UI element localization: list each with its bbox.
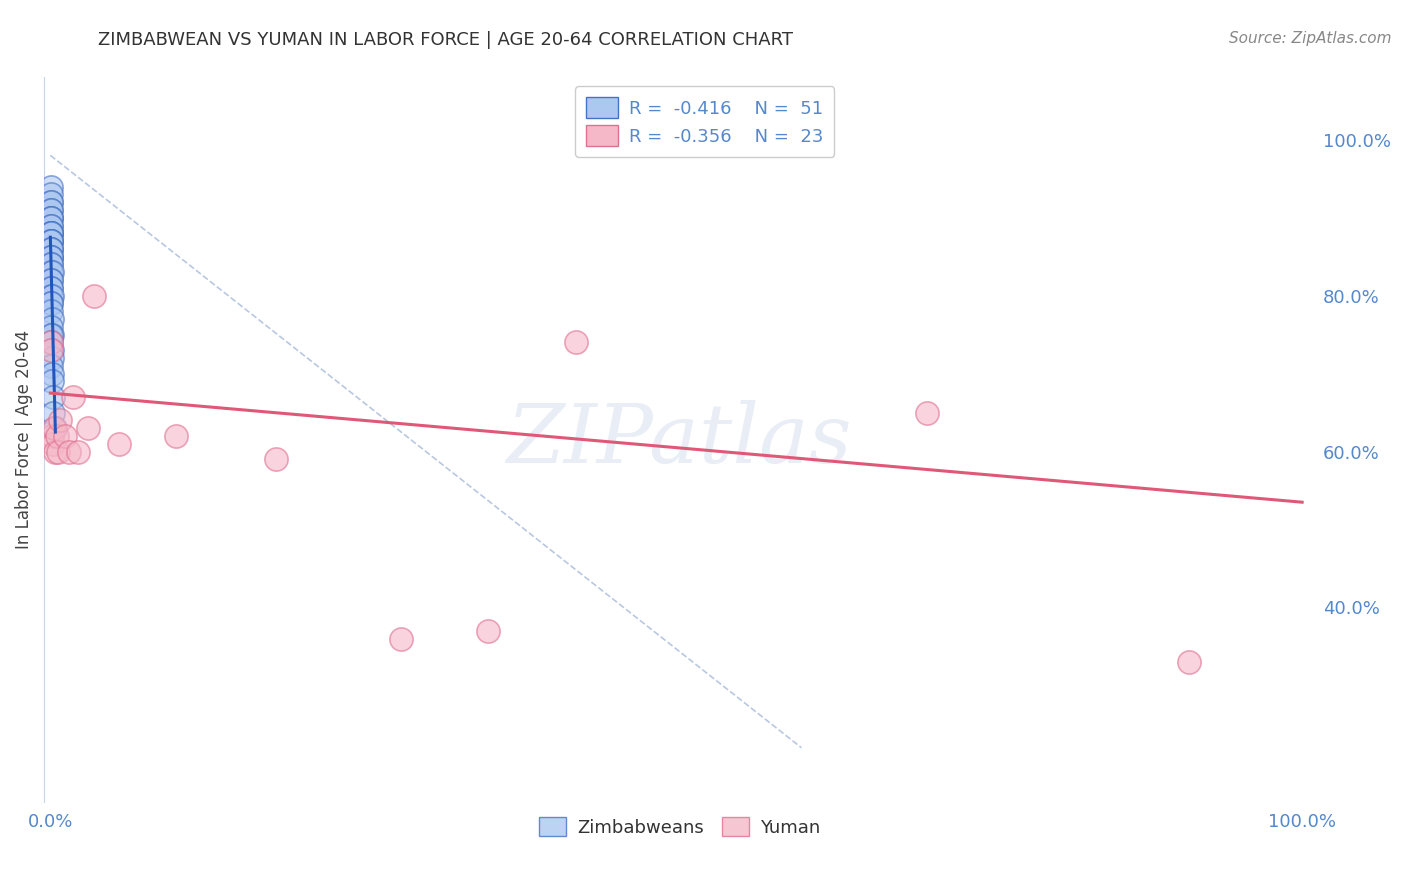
Point bbox=[41, 281, 63, 295]
Point bbox=[39, 296, 62, 310]
Point bbox=[39, 327, 62, 342]
Point bbox=[39, 234, 62, 248]
Point bbox=[39, 211, 62, 225]
Point bbox=[45, 429, 67, 443]
Legend: Zimbabweans, Yuman: Zimbabweans, Yuman bbox=[531, 810, 827, 844]
Point bbox=[39, 227, 62, 241]
Point bbox=[477, 624, 499, 638]
Point bbox=[41, 312, 63, 326]
Point bbox=[39, 195, 62, 210]
Point bbox=[39, 227, 62, 241]
Point bbox=[42, 421, 65, 435]
Point bbox=[165, 429, 187, 443]
Point bbox=[46, 444, 69, 458]
Point bbox=[565, 335, 588, 350]
Point bbox=[41, 327, 63, 342]
Point bbox=[39, 273, 62, 287]
Point bbox=[39, 234, 62, 248]
Point bbox=[39, 219, 62, 233]
Point bbox=[39, 242, 62, 256]
Point bbox=[41, 375, 63, 389]
Point bbox=[39, 296, 62, 310]
Point bbox=[39, 195, 62, 210]
Point bbox=[44, 421, 66, 435]
Point bbox=[41, 304, 63, 318]
Point bbox=[108, 436, 131, 450]
Point bbox=[39, 265, 62, 279]
Text: ZIPatlas: ZIPatlas bbox=[506, 400, 852, 480]
Point bbox=[39, 211, 62, 225]
Text: ZIMBABWEAN VS YUMAN IN LABOR FORCE | AGE 20-64 CORRELATION CHART: ZIMBABWEAN VS YUMAN IN LABOR FORCE | AGE… bbox=[98, 31, 793, 49]
Point bbox=[41, 250, 63, 264]
Point bbox=[39, 258, 62, 272]
Point bbox=[42, 406, 65, 420]
Point bbox=[41, 288, 63, 302]
Point bbox=[39, 335, 62, 350]
Point bbox=[39, 258, 62, 272]
Point bbox=[41, 351, 63, 365]
Point bbox=[41, 335, 63, 350]
Point bbox=[41, 429, 63, 443]
Point bbox=[39, 359, 62, 373]
Point bbox=[41, 234, 63, 248]
Point bbox=[41, 367, 63, 381]
Point bbox=[39, 343, 62, 358]
Y-axis label: In Labor Force | Age 20-64: In Labor Force | Age 20-64 bbox=[15, 330, 32, 549]
Point bbox=[39, 202, 62, 217]
Point bbox=[39, 242, 62, 256]
Point bbox=[39, 187, 62, 202]
Point bbox=[42, 436, 65, 450]
Point bbox=[39, 319, 62, 334]
Point bbox=[55, 429, 77, 443]
Point bbox=[39, 288, 62, 302]
Point bbox=[39, 227, 62, 241]
Point bbox=[66, 444, 89, 458]
Text: Source: ZipAtlas.com: Source: ZipAtlas.com bbox=[1229, 31, 1392, 46]
Point bbox=[49, 413, 72, 427]
Point bbox=[39, 273, 62, 287]
Point bbox=[41, 390, 63, 404]
Point bbox=[83, 288, 105, 302]
Point bbox=[58, 444, 80, 458]
Point bbox=[39, 179, 62, 194]
Point bbox=[39, 227, 62, 241]
Point bbox=[39, 281, 62, 295]
Point bbox=[39, 202, 62, 217]
Point bbox=[39, 250, 62, 264]
Point bbox=[389, 632, 412, 646]
Point bbox=[62, 390, 84, 404]
Point bbox=[39, 250, 62, 264]
Point bbox=[41, 265, 63, 279]
Point bbox=[915, 406, 938, 420]
Point bbox=[39, 242, 62, 256]
Point bbox=[39, 234, 62, 248]
Point bbox=[264, 452, 287, 467]
Point bbox=[41, 343, 63, 358]
Point bbox=[39, 211, 62, 225]
Point bbox=[39, 219, 62, 233]
Point bbox=[77, 421, 100, 435]
Point bbox=[44, 444, 66, 458]
Point bbox=[1178, 655, 1201, 669]
